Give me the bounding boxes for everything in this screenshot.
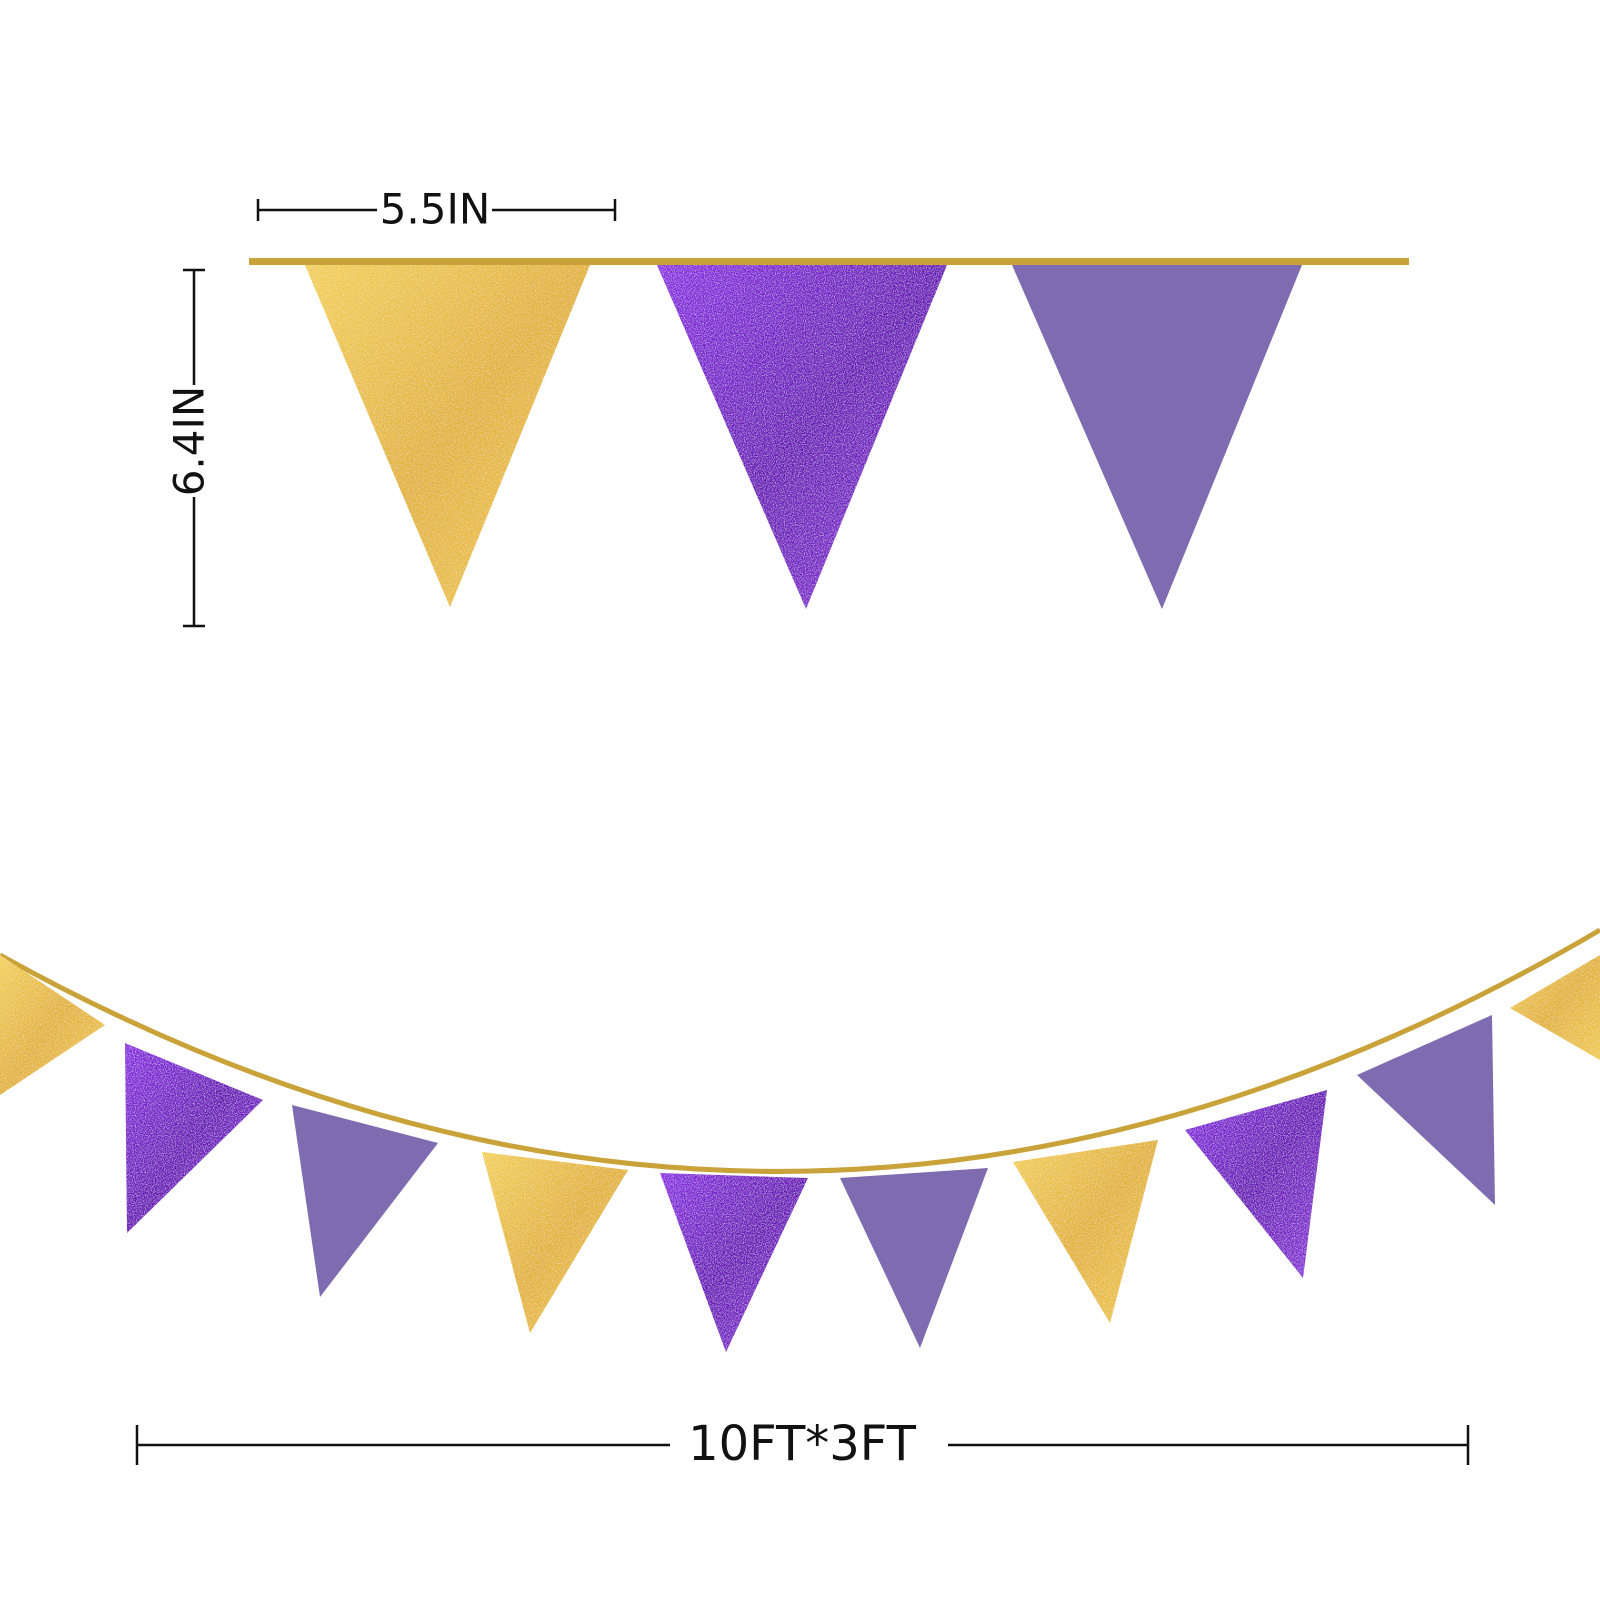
string bbox=[249, 258, 1409, 265]
pennant bbox=[1510, 955, 1600, 1060]
pennant bbox=[1357, 1015, 1495, 1205]
string bbox=[0, 927, 1600, 1174]
purple-pennant bbox=[657, 265, 947, 609]
pennant bbox=[292, 1105, 438, 1297]
pennant bbox=[0, 955, 105, 1095]
length-dimension: 10FT*3FT bbox=[135, 1416, 1470, 1472]
garland bbox=[0, 927, 1600, 1352]
width-dimension: 5.5IN bbox=[256, 185, 617, 234]
pennant bbox=[1185, 1090, 1327, 1278]
height-dimension: 6.4IN bbox=[165, 268, 214, 628]
pennant bbox=[125, 1043, 263, 1233]
pennant bbox=[660, 1173, 808, 1352]
pennant bbox=[482, 1152, 628, 1333]
top-banner bbox=[249, 258, 1409, 609]
gold-pennant bbox=[305, 265, 590, 607]
height-label: 6.4IN bbox=[165, 386, 214, 497]
pennant bbox=[840, 1168, 988, 1348]
length-label: 10FT*3FT bbox=[688, 1416, 916, 1472]
width-label: 5.5IN bbox=[380, 185, 491, 234]
lavender-pennant bbox=[1012, 265, 1302, 609]
pennant bbox=[1013, 1140, 1158, 1323]
